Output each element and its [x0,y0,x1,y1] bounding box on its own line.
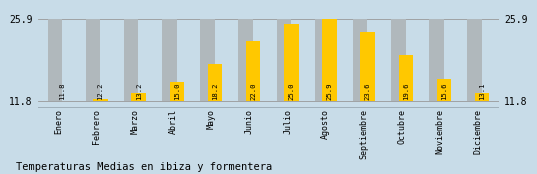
Bar [86,19,100,101]
Text: 11.8: 11.8 [60,82,66,100]
Text: 13.1: 13.1 [479,82,485,100]
Bar [284,24,299,101]
Text: 19.6: 19.6 [403,82,409,100]
Bar [238,19,253,101]
Bar [353,19,367,101]
Bar [360,32,375,101]
Bar [132,93,146,101]
Bar [93,98,108,101]
Bar [322,19,337,101]
Bar [398,55,413,101]
Bar [124,19,139,101]
Bar [277,19,291,101]
Text: 25.9: 25.9 [326,82,332,100]
Bar [467,19,482,101]
Bar [47,19,62,101]
Bar [437,79,451,101]
Bar [162,19,177,101]
Bar [315,19,329,101]
Bar [391,19,405,101]
Text: 18.2: 18.2 [212,82,218,100]
Text: 23.6: 23.6 [365,82,371,100]
Text: Temperaturas Medias en ibiza y formentera: Temperaturas Medias en ibiza y formenter… [16,162,272,172]
Bar [475,93,490,101]
Bar [208,64,222,101]
Bar [170,82,184,101]
Text: 12.2: 12.2 [98,82,104,100]
Text: 15.0: 15.0 [174,82,180,100]
Text: 15.6: 15.6 [441,82,447,100]
Text: 13.2: 13.2 [136,82,142,100]
Bar [429,19,444,101]
Bar [200,19,215,101]
Text: 25.0: 25.0 [288,82,294,100]
Bar [246,41,260,101]
Text: 22.0: 22.0 [250,82,256,100]
